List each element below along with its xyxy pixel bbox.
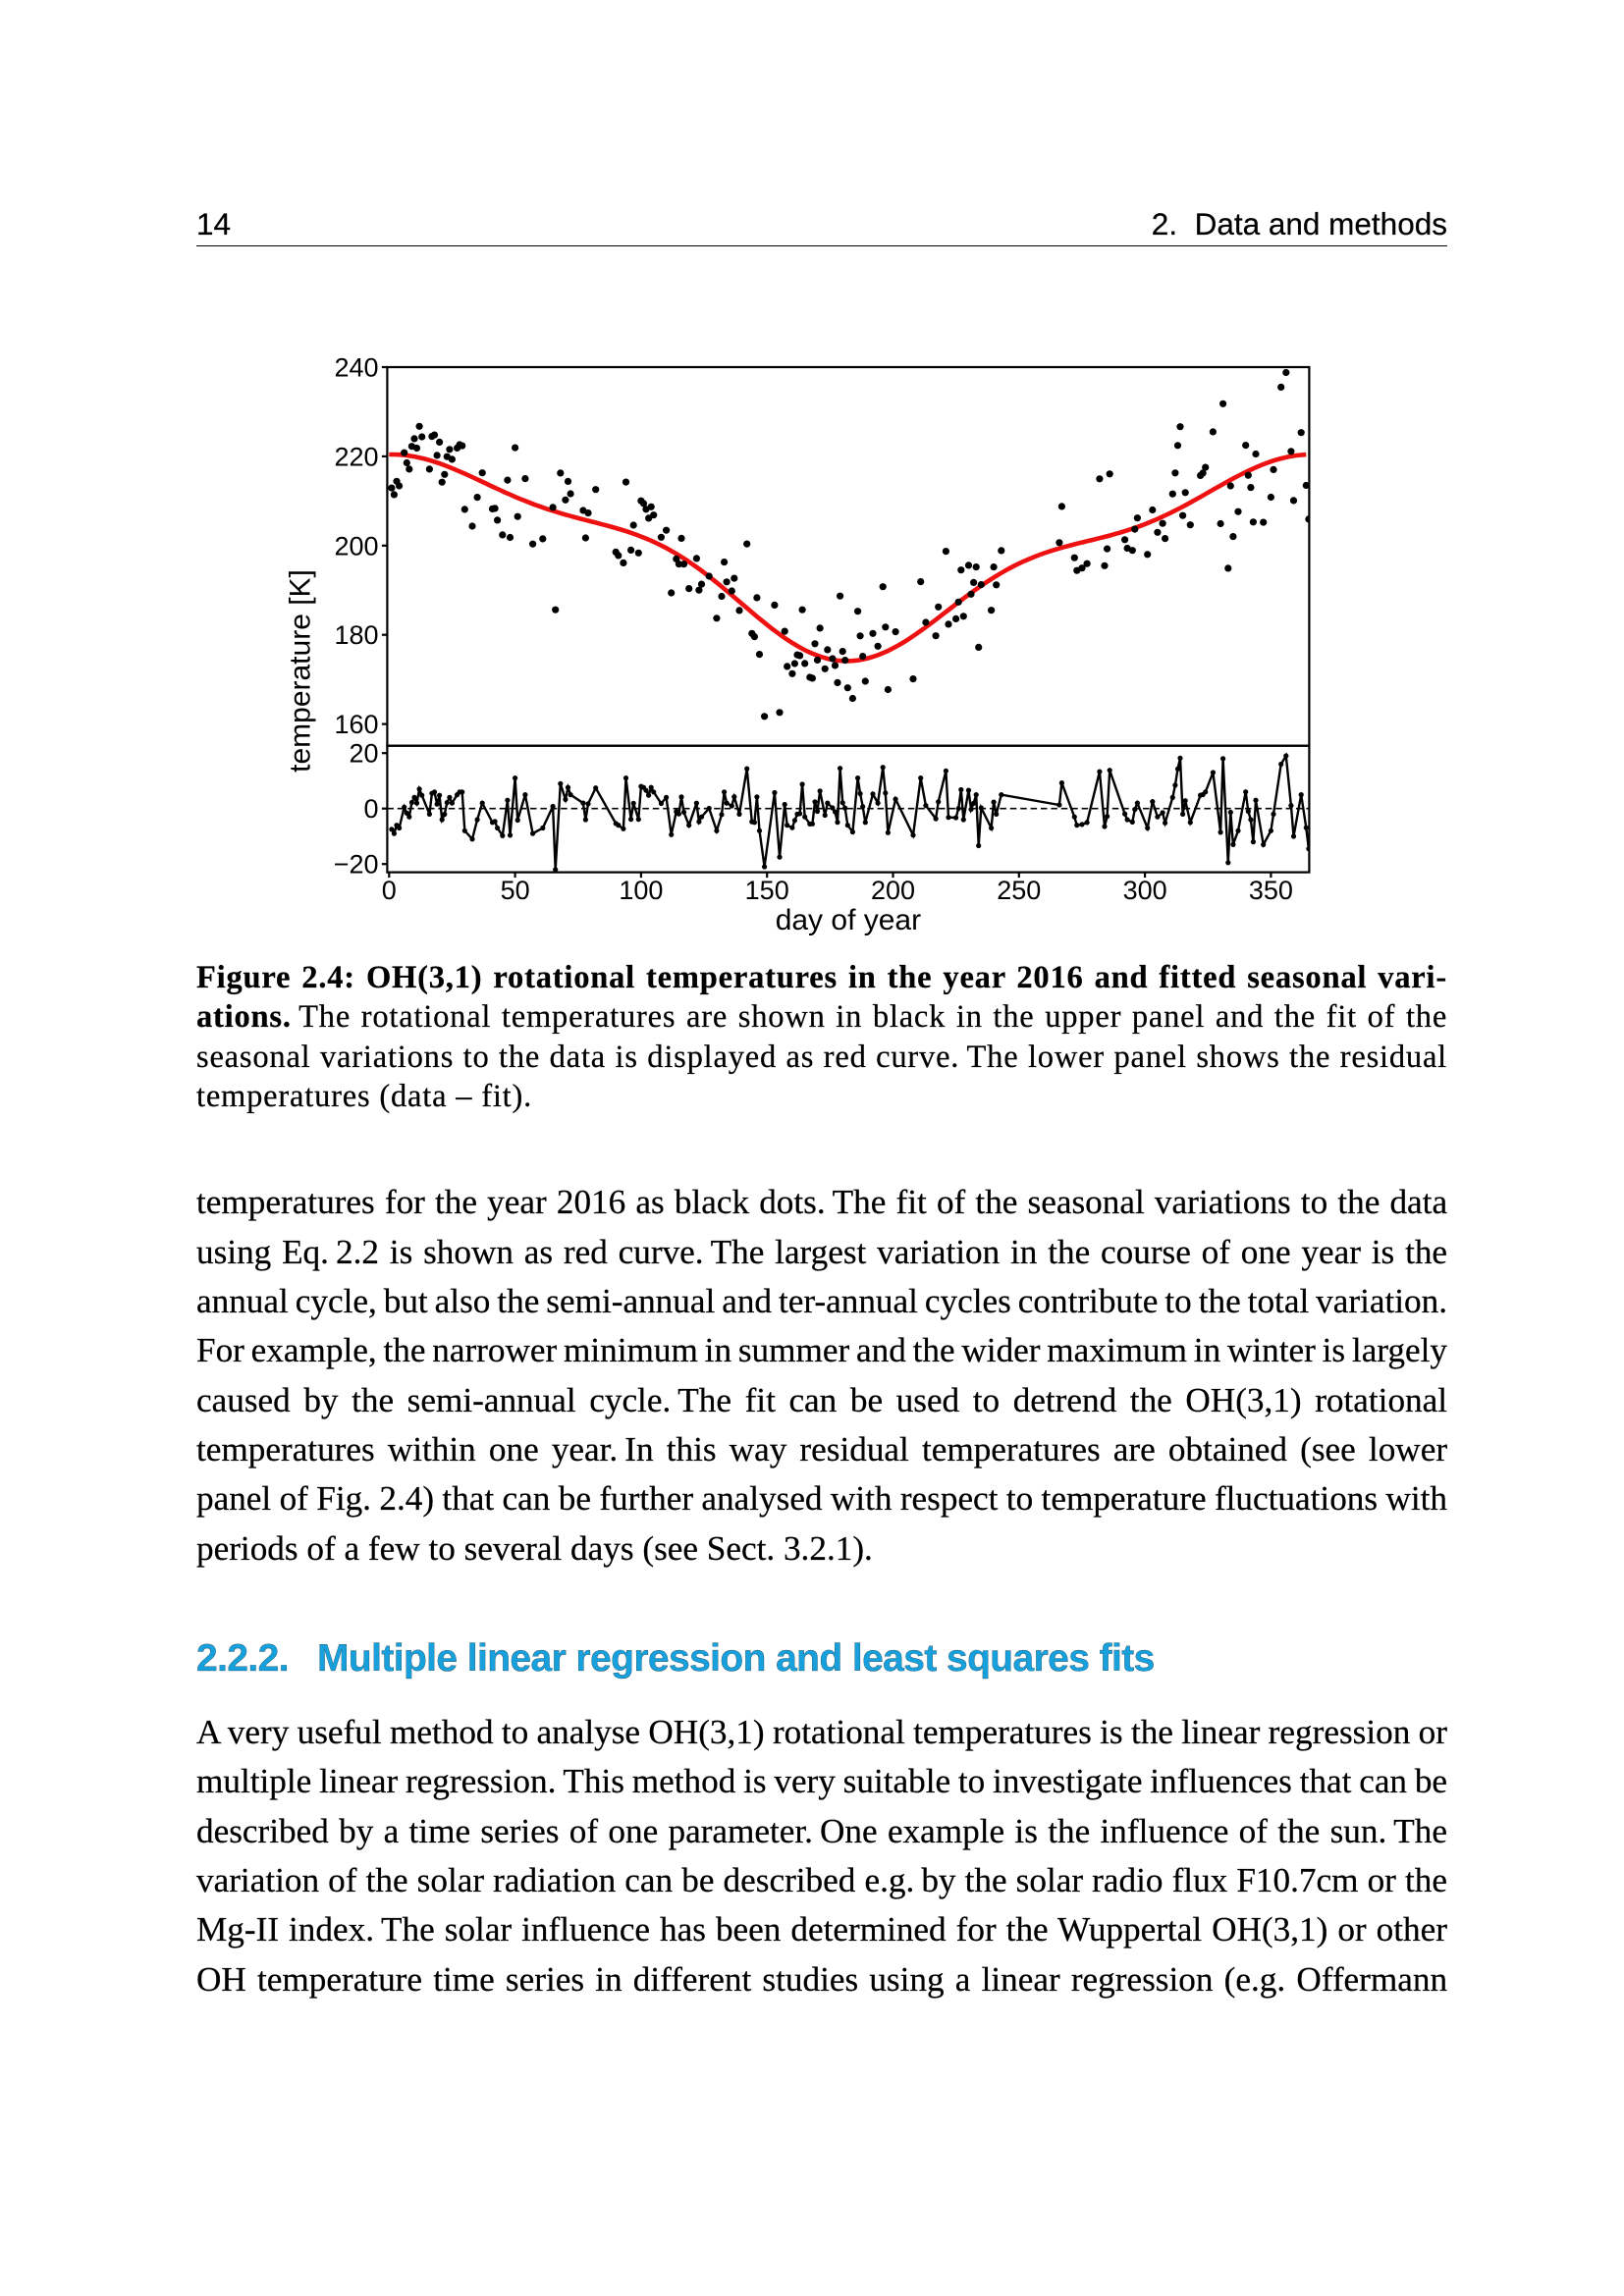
svg-text:temperature [K]: temperature [K] xyxy=(285,569,317,773)
svg-text:250: 250 xyxy=(997,876,1041,905)
svg-text:350: 350 xyxy=(1249,876,1293,905)
svg-text:180: 180 xyxy=(334,620,378,650)
svg-text:50: 50 xyxy=(501,876,530,905)
svg-text:100: 100 xyxy=(619,876,663,905)
svg-text:220: 220 xyxy=(334,442,378,471)
svg-text:0: 0 xyxy=(363,794,378,824)
svg-text:300: 300 xyxy=(1123,876,1167,905)
svg-text:160: 160 xyxy=(334,710,378,739)
svg-text:150: 150 xyxy=(745,876,789,905)
svg-text:0: 0 xyxy=(382,876,397,905)
svg-text:200: 200 xyxy=(871,876,915,905)
svg-text:240: 240 xyxy=(334,353,378,383)
svg-text:20: 20 xyxy=(349,739,378,769)
svg-text:200: 200 xyxy=(334,531,378,561)
svg-text:day of year: day of year xyxy=(776,904,921,936)
svg-text:−20: −20 xyxy=(334,850,379,880)
